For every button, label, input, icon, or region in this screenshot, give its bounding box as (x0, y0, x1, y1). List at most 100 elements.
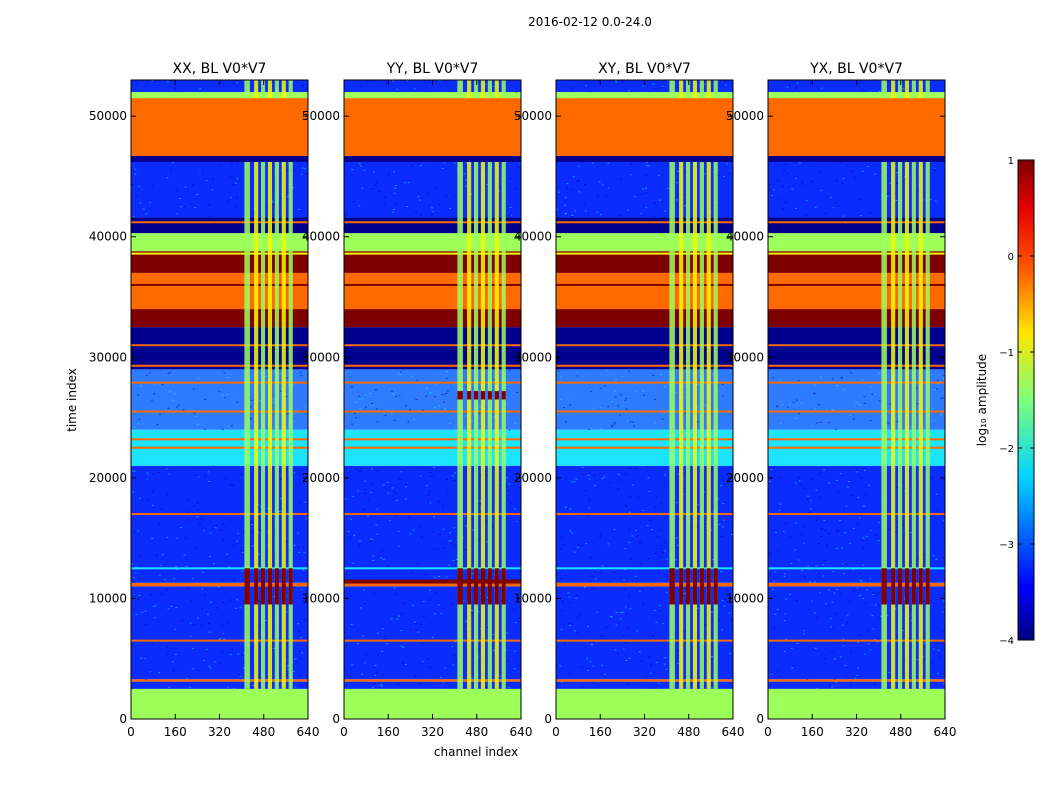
rfi-column (288, 161, 293, 689)
noise-speck (942, 519, 945, 521)
rfi-column (480, 80, 486, 99)
noise-speck (711, 564, 714, 566)
noise-speck (353, 534, 356, 536)
noise-speck (915, 387, 918, 389)
noise-speck (609, 482, 612, 484)
noise-speck (133, 470, 136, 472)
noise-speck (819, 471, 822, 473)
heatmap-row (556, 161, 733, 218)
noise-speck (856, 469, 859, 471)
noise-speck (817, 516, 820, 518)
noise-speck (350, 623, 353, 625)
noise-speck (556, 413, 559, 415)
rfi-column (457, 161, 463, 689)
noise-speck (577, 165, 580, 167)
noise-speck (648, 656, 651, 658)
noise-speck (820, 563, 823, 565)
noise-speck (878, 90, 881, 92)
noise-speck (857, 497, 860, 499)
noise-speck (505, 486, 508, 488)
noise-speck (627, 209, 630, 211)
noise-speck (250, 406, 253, 408)
noise-speck (603, 476, 606, 478)
noise-speck (815, 489, 818, 491)
noise-speck (674, 559, 677, 561)
noise-speck (517, 664, 520, 666)
noise-speck (870, 386, 873, 388)
noise-speck (485, 687, 488, 689)
noise-speck (145, 477, 148, 479)
noise-speck (293, 670, 296, 672)
noise-speck (304, 173, 307, 175)
noise-speck (240, 550, 243, 552)
noise-speck (825, 196, 828, 198)
noise-speck (854, 177, 857, 179)
heatmap-row (131, 327, 308, 370)
noise-speck (464, 415, 467, 417)
rfi-line (344, 579, 521, 584)
heatmap-row (556, 679, 733, 682)
noise-speck (410, 572, 413, 574)
noise-speck (935, 643, 938, 645)
noise-speck (386, 565, 389, 567)
noise-speck (571, 214, 574, 216)
noise-speck (132, 491, 135, 493)
x-tick-label: 320 (845, 725, 868, 739)
noise-speck (161, 383, 164, 385)
noise-speck (361, 673, 364, 675)
noise-speck (137, 185, 140, 187)
noise-speck (909, 90, 912, 92)
noise-speck (291, 187, 294, 189)
noise-speck (645, 206, 648, 208)
noise-speck (773, 189, 776, 191)
y-tick-label: 10000 (514, 591, 552, 605)
rfi-burst (494, 391, 499, 400)
noise-speck (606, 369, 609, 371)
noise-speck (455, 87, 458, 89)
noise-speck (773, 627, 776, 629)
noise-speck (163, 579, 166, 581)
noise-speck (449, 422, 452, 424)
noise-speck (591, 407, 594, 409)
noise-speck (795, 87, 798, 89)
noise-speck (872, 628, 875, 630)
noise-speck (593, 474, 596, 476)
heatmap-row (344, 297, 521, 310)
noise-speck (599, 572, 602, 574)
noise-speck (239, 675, 242, 677)
noise-speck (440, 612, 443, 614)
noise-speck (563, 544, 566, 546)
noise-speck (155, 554, 158, 556)
noise-speck (171, 162, 174, 164)
noise-speck (870, 211, 873, 213)
y-tick-label: 30000 (302, 350, 340, 364)
noise-speck (438, 405, 441, 407)
noise-speck (223, 372, 226, 374)
noise-speck (302, 546, 305, 548)
noise-speck (566, 594, 569, 596)
noise-speck (559, 398, 562, 400)
noise-speck (153, 617, 156, 619)
noise-speck (665, 592, 668, 594)
noise-speck (137, 598, 140, 600)
noise-speck (641, 603, 644, 605)
rfi-column (494, 161, 499, 689)
noise-speck (876, 592, 879, 594)
rfi-column (260, 161, 266, 689)
noise-speck (860, 580, 863, 582)
noise-speck (827, 422, 830, 424)
noise-speck (789, 593, 792, 595)
noise-speck (189, 687, 192, 689)
noise-speck (382, 558, 385, 560)
noise-speck (303, 619, 306, 621)
stripe-line (344, 567, 521, 570)
noise-speck (577, 543, 580, 545)
rfi-burst (457, 568, 463, 605)
noise-speck (151, 504, 154, 506)
noise-speck (151, 644, 154, 646)
noise-speck (647, 558, 650, 560)
noise-speck (493, 669, 496, 671)
noise-speck (352, 496, 355, 498)
noise-speck (594, 485, 597, 487)
noise-speck (645, 192, 648, 194)
